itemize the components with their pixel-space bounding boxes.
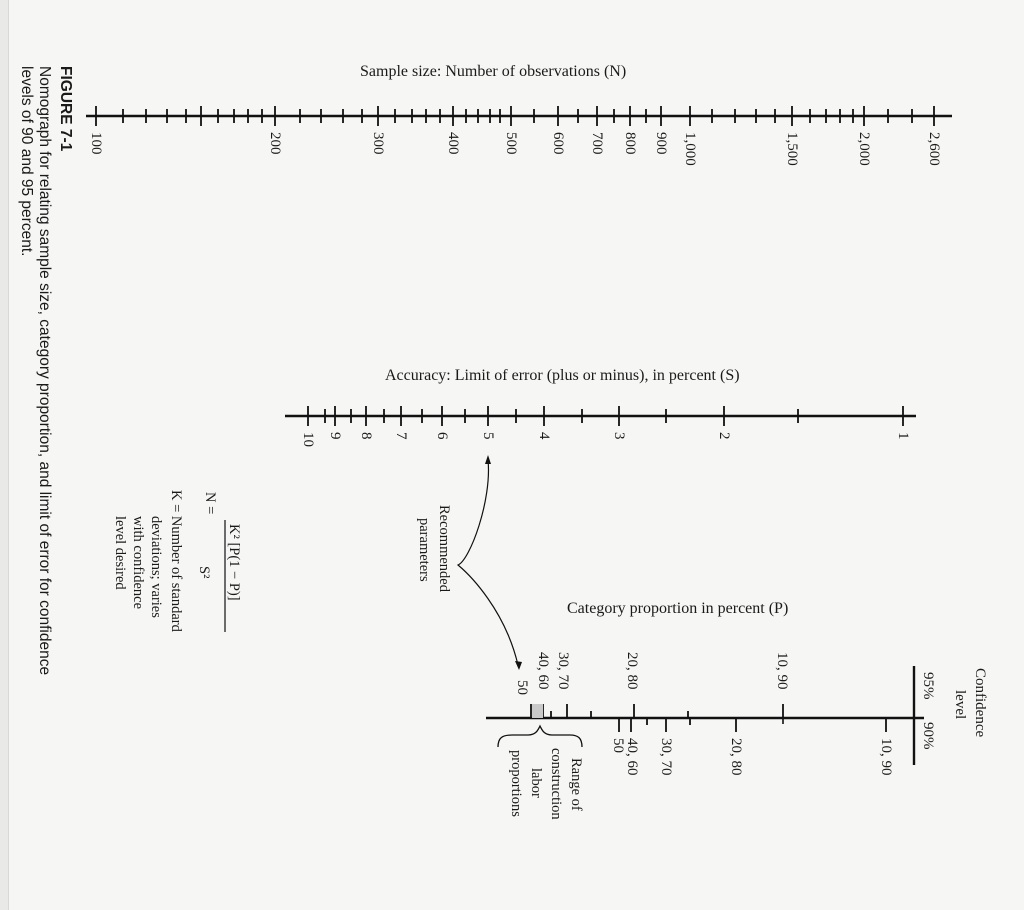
range-label-4: proportions bbox=[508, 750, 524, 817]
p90-tick-label: 20, 80 bbox=[728, 738, 744, 776]
k-definition-2: deviations; varies bbox=[148, 516, 164, 618]
s-tick-label: 8 bbox=[358, 432, 374, 440]
p95-tick-label: 30, 70 bbox=[555, 652, 571, 690]
formula-lhs: N = bbox=[202, 492, 218, 515]
range-label-2: construction bbox=[548, 748, 564, 820]
n-axis-ticks bbox=[95, 106, 935, 126]
s-tick-label: 9 bbox=[327, 432, 343, 440]
s-tick-label: 3 bbox=[611, 432, 627, 440]
figure-caption-line-2: levels of 90 and 95 percent. bbox=[18, 66, 35, 257]
p95-tick-label: 40, 60 bbox=[535, 652, 551, 690]
s-tick-label: 10 bbox=[300, 432, 316, 447]
s-tick-label: 2 bbox=[716, 432, 732, 440]
p95-ticks bbox=[530, 704, 784, 718]
range-bracket bbox=[497, 724, 583, 748]
p90-tick-label: 30, 70 bbox=[658, 738, 674, 776]
n-tick-label: 2,600 bbox=[926, 132, 942, 166]
n-tick-label: 1,000 bbox=[682, 132, 698, 166]
p95-tick-label: 10, 90 bbox=[774, 652, 790, 690]
confidence-90-label: 90% bbox=[920, 722, 936, 750]
range-label-1: Range of bbox=[568, 758, 584, 811]
recommended-range-shade bbox=[532, 704, 543, 718]
n-tick-label: 600 bbox=[550, 132, 566, 155]
n-tick-label: 400 bbox=[445, 132, 461, 155]
confidence-title-2: level bbox=[952, 690, 968, 720]
n-tick-label: 200 bbox=[267, 132, 283, 155]
s-axis-title: Accuracy: Limit of error (plus or minus)… bbox=[385, 367, 740, 384]
n-tick-label: 100 bbox=[88, 132, 104, 155]
s-tick-label: 6 bbox=[434, 432, 450, 440]
s-tick-label: 4 bbox=[536, 432, 552, 440]
recommended-label-2: parameters bbox=[416, 518, 432, 582]
p90-tick-label: 10, 90 bbox=[878, 738, 894, 776]
k-definition-3: with confidence bbox=[130, 516, 146, 610]
range-label-3: labor bbox=[528, 768, 544, 798]
n-tick-label: 900 bbox=[653, 132, 669, 155]
p90-tick-label: 40, 60 bbox=[624, 738, 640, 776]
n-tick-label: 800 bbox=[622, 132, 638, 155]
n-tick-label: 300 bbox=[370, 132, 386, 155]
p95-tick-label: 50 bbox=[514, 680, 530, 695]
recommended-arrows bbox=[456, 459, 519, 666]
confidence-title-1: Confidence bbox=[972, 668, 988, 738]
n-tick-label: 500 bbox=[503, 132, 519, 155]
formula-denominator: S² bbox=[196, 566, 212, 579]
figure-caption-line-1: Nomograph for relating sample size, cate… bbox=[36, 66, 53, 676]
recommended-label-1: Recommended bbox=[436, 505, 452, 592]
k-definition-1: K = Number of standard bbox=[168, 490, 184, 632]
confidence-95-label: 95% bbox=[920, 672, 936, 700]
s-tick-label: 7 bbox=[393, 432, 409, 440]
p90-ticks bbox=[618, 718, 887, 732]
s-tick-label: 5 bbox=[480, 432, 496, 440]
figure-label: FIGURE 7-1 bbox=[57, 66, 74, 152]
p-axis-title: Category proportion in percent (P) bbox=[567, 600, 789, 617]
page-edge bbox=[0, 0, 9, 910]
k-definition-4: level desired bbox=[112, 516, 128, 590]
formula-numerator: K² [P(1 − P)] bbox=[226, 524, 242, 601]
s-tick-label: 1 bbox=[895, 432, 911, 440]
s-axis-ticks bbox=[307, 406, 904, 426]
n-tick-label: 700 bbox=[589, 132, 605, 155]
n-axis-title: Sample size: Number of observations (N) bbox=[360, 63, 627, 80]
n-tick-label: 2,000 bbox=[856, 132, 872, 166]
n-tick-label: 1,500 bbox=[784, 132, 800, 166]
p95-tick-label: 20, 80 bbox=[624, 652, 640, 690]
